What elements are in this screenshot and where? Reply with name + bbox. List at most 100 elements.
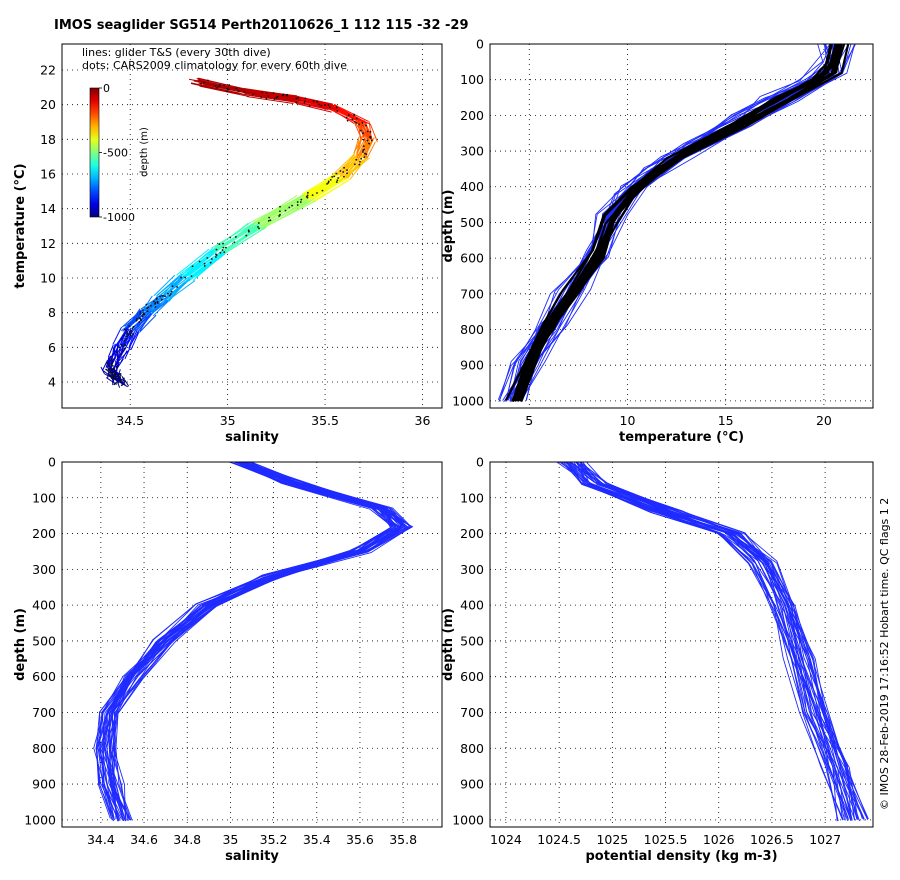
y-tick-label: 4: [48, 375, 56, 390]
climatology-profile: [518, 44, 843, 401]
y-tick-label: 700: [460, 705, 484, 720]
ts-profile-segment: [339, 108, 366, 124]
climatology-dot: [219, 251, 222, 254]
climatology-dot: [106, 361, 108, 364]
dens-depth-axes-frame: [489, 461, 874, 828]
climatology-dot: [360, 157, 363, 160]
climatology-dot: [355, 117, 358, 120]
climatology-dot: [124, 337, 127, 340]
climatology-dot: [222, 246, 225, 249]
y-tick-label: 8: [48, 305, 56, 320]
climatology-dot: [233, 241, 236, 244]
ts-profile-segment: [161, 275, 180, 298]
climatology-dot: [355, 158, 358, 161]
climatology-dot: [362, 151, 364, 153]
climatology-dot: [126, 333, 129, 336]
climatology-dot: [203, 262, 206, 265]
y-tick-label: 6: [48, 340, 56, 355]
climatology-dot: [312, 100, 315, 103]
annotation-1: lines: glider T&S (every 30th dive): [82, 46, 271, 59]
y-tick-label: 16: [40, 167, 56, 182]
climatology-dot: [342, 171, 345, 173]
ts-profile-segment: [138, 314, 157, 333]
climatology-dot: [125, 329, 128, 332]
density-profile: [577, 462, 863, 820]
ts-profile-segment: [136, 313, 153, 332]
climatology-dot: [278, 215, 280, 217]
y-tick-label: 100: [460, 72, 484, 87]
climatology-dot: [362, 145, 365, 148]
y-tick-label: 18: [40, 132, 56, 147]
density-profile: [579, 462, 868, 820]
climatology-dot: [327, 180, 330, 183]
salinity-profile: [99, 462, 393, 819]
climatology-dot: [351, 118, 354, 121]
ts-profile-segment: [203, 82, 256, 95]
climatology-dot: [146, 310, 149, 313]
climatology-dot: [171, 285, 174, 288]
climatology-dot: [125, 335, 128, 338]
y-tick-label: 0: [48, 455, 56, 470]
climatology-dot: [111, 363, 113, 365]
climatology-dot: [170, 290, 173, 293]
y-tick-label: 300: [460, 144, 484, 159]
climatology-dot: [214, 84, 217, 87]
ts-profile-segment: [315, 179, 349, 202]
climatology-dot: [245, 234, 248, 237]
salinity-profile: [109, 462, 412, 819]
climatology-dot: [306, 191, 309, 194]
climatology-dot: [124, 344, 126, 346]
ts-profile-segment: [361, 139, 371, 158]
climatology-dot: [164, 295, 166, 298]
temp-depth-plot-area: [497, 44, 856, 403]
y-tick-label: 400: [32, 598, 56, 613]
climatology-dot: [116, 366, 118, 368]
ts-profile-segment: [124, 327, 132, 346]
y-tick-label: 500: [32, 633, 56, 648]
ts-profile-segment: [112, 326, 122, 345]
y-tick-label: 400: [460, 598, 484, 613]
ts-profile-segment: [337, 154, 355, 176]
climatology-dot: [353, 113, 355, 116]
climatology-dot: [122, 334, 125, 337]
ts-profile-segment: [364, 137, 375, 156]
climatology-dot: [119, 376, 122, 378]
climatology-dot: [363, 148, 366, 151]
climatology-dot: [223, 84, 226, 87]
climatology-dot: [366, 130, 369, 133]
climatology-dot: [279, 213, 281, 216]
climatology-dot: [115, 377, 117, 380]
ts-profile-segment: [305, 174, 338, 197]
climatology-dot: [261, 91, 263, 94]
climatology-profile: [516, 44, 841, 401]
climatology-dot: [335, 106, 338, 109]
ts-profile-segment: [255, 195, 309, 225]
ts-profile-segment: [250, 93, 299, 102]
ts-profile-segment: [116, 327, 128, 346]
climatology-dot: [132, 325, 135, 328]
climatology-dot: [180, 276, 182, 279]
climatology-dot: [115, 381, 118, 384]
climatology-dot: [113, 383, 116, 386]
ts-profile-segment: [142, 295, 153, 311]
climatology-dot: [268, 216, 271, 219]
x-tick-label: 1026.5: [750, 832, 794, 847]
temp-depth-panel: 5 10 15 2001002003004005006007008009001000t…: [441, 37, 874, 445]
salinity-profile: [95, 462, 394, 819]
climatology-dot: [113, 373, 116, 376]
salinity-profile: [98, 462, 399, 822]
density-profile: [570, 462, 855, 820]
x-tick-label: 35.2: [260, 832, 288, 847]
ts-profile-segment: [288, 100, 329, 111]
climatology-dot: [161, 294, 163, 297]
density-profile: [568, 462, 853, 821]
ts-profile-segment: [165, 275, 185, 298]
x-axis-label: salinity: [225, 849, 279, 864]
ts-profile-segment: [119, 333, 134, 352]
temperature-profile: [505, 44, 824, 401]
climatology-dot: [361, 122, 364, 124]
colorbar-tick-label: -500: [103, 147, 128, 160]
climatology-dot: [316, 100, 319, 103]
